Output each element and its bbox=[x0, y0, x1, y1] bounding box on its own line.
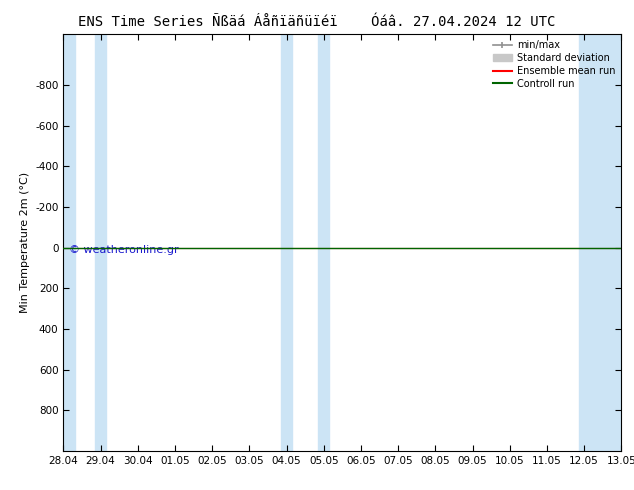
Bar bbox=[579, 34, 621, 451]
Bar bbox=[318, 34, 329, 451]
Legend: min/max, Standard deviation, Ensemble mean run, Controll run: min/max, Standard deviation, Ensemble me… bbox=[489, 36, 619, 93]
Text: © weatheronline.gr: © weatheronline.gr bbox=[69, 245, 179, 255]
Text: ENS Time Series Ñßäá Áåñïäñüïéï    Óáâ. 27.04.2024 12 UTC: ENS Time Series Ñßäá Áåñïäñüïéï Óáâ. 27.… bbox=[79, 15, 555, 29]
Bar bbox=[95, 34, 106, 451]
Bar bbox=[281, 34, 292, 451]
Y-axis label: Min Temperature 2m (°C): Min Temperature 2m (°C) bbox=[20, 172, 30, 313]
Bar bbox=[63, 34, 75, 451]
